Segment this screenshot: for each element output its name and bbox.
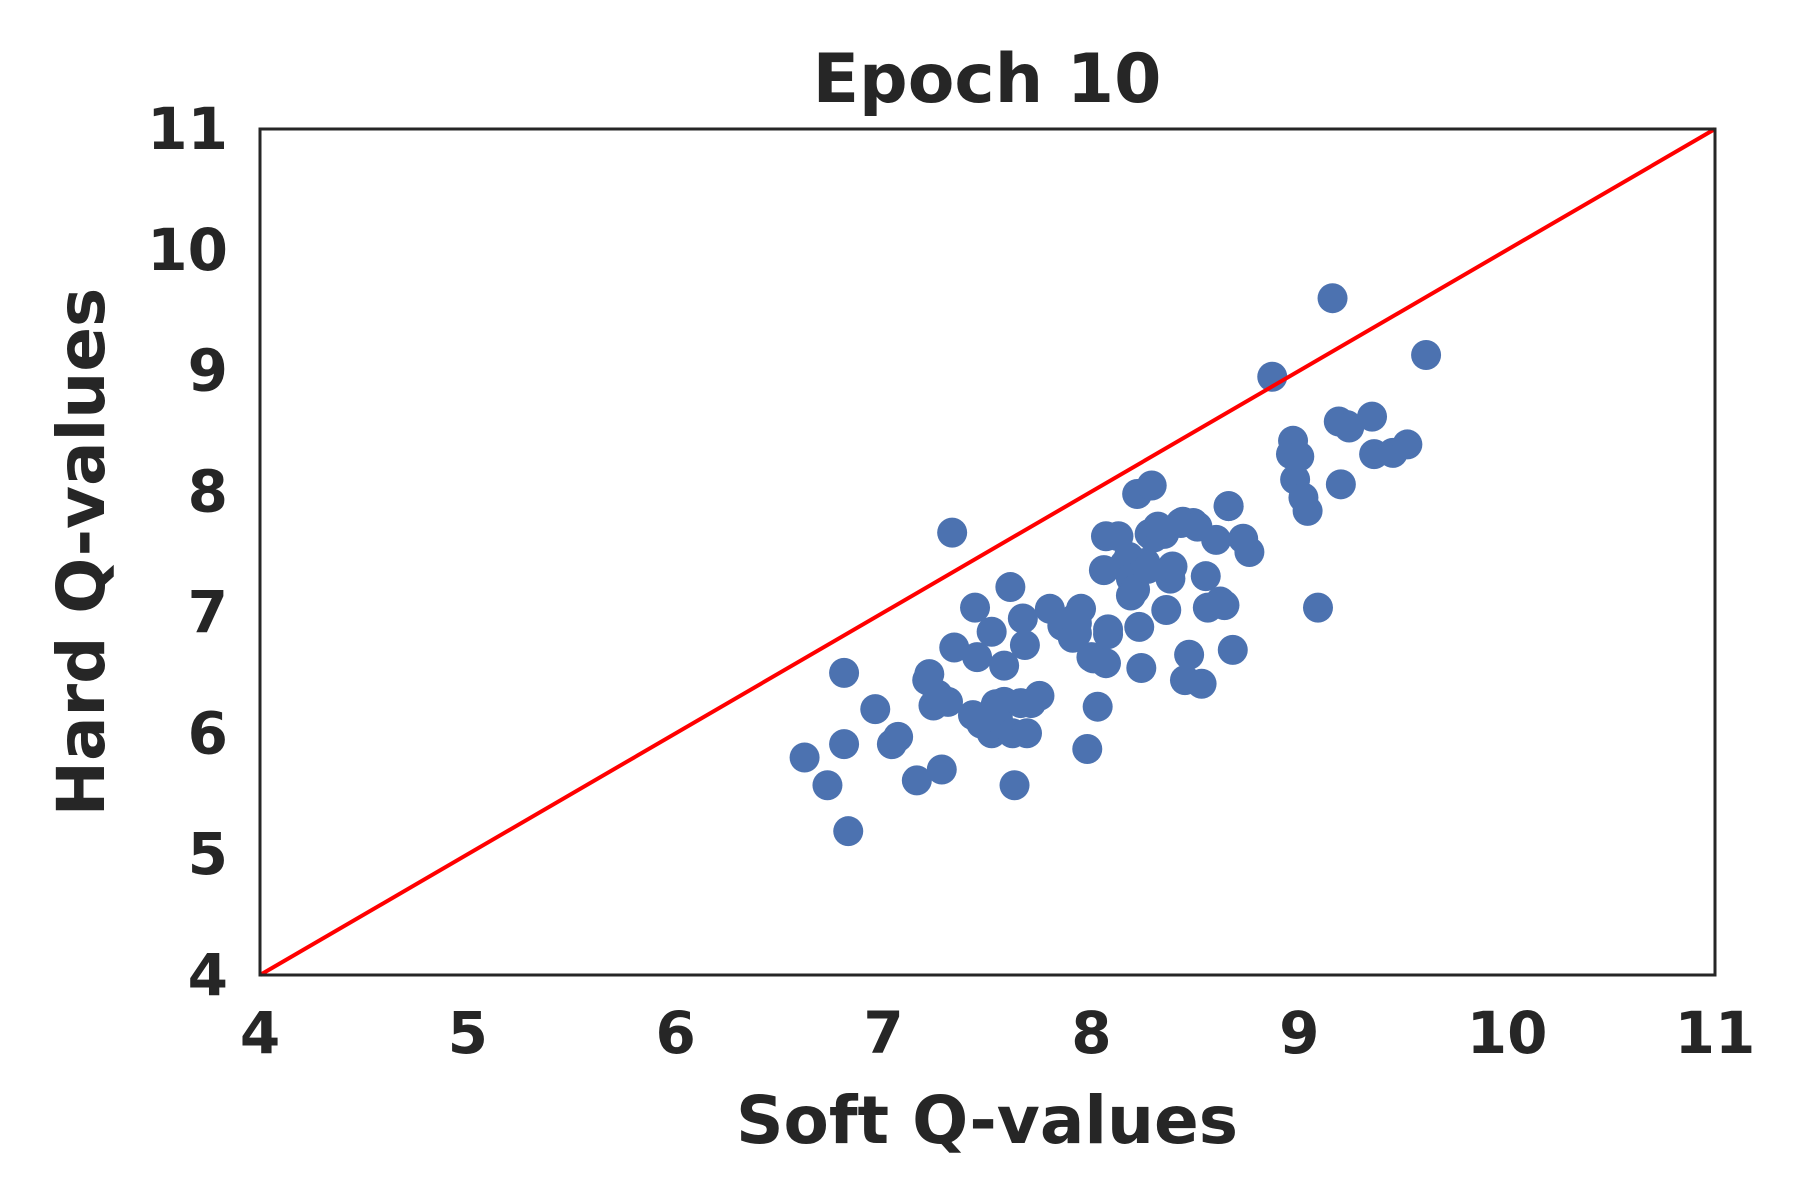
- y-tick-labels: 4 5 6 7 8 9 10 11: [147, 95, 228, 1009]
- scatter-point: [989, 650, 1020, 681]
- scatter-point: [1126, 653, 1157, 684]
- y-tick-label: 5: [188, 820, 228, 888]
- y-tick-label: 9: [188, 337, 228, 405]
- scatter-point: [1066, 593, 1097, 624]
- scatter-point: [939, 632, 970, 663]
- plot-frame: [258, 127, 1717, 977]
- x-tick-label: 10: [1467, 999, 1548, 1067]
- scatter-point: [829, 729, 860, 760]
- scatter-point: [829, 657, 860, 688]
- scatter-point: [860, 694, 891, 725]
- scatter-point: [883, 721, 914, 752]
- scatter-point: [995, 572, 1026, 603]
- x-tick-label: 11: [1675, 999, 1756, 1067]
- scatter-point: [1302, 592, 1333, 623]
- x-tick-label: 9: [1279, 999, 1319, 1067]
- scatter-point: [1009, 630, 1040, 661]
- x-tick-label: 4: [240, 999, 280, 1067]
- scatter-point: [1072, 733, 1103, 764]
- y-tick-label: 4: [188, 941, 228, 1009]
- scatter-point: [901, 765, 932, 796]
- scatter-point: [1392, 429, 1423, 460]
- scatter-point: [1317, 283, 1348, 314]
- scatter-point: [1292, 495, 1323, 526]
- x-tick-label: 6: [656, 999, 696, 1067]
- y-axis-label: Hard Q-values: [43, 288, 120, 816]
- scatter-point: [1234, 537, 1265, 567]
- scatter-point: [1411, 340, 1442, 371]
- scatter-point: [833, 816, 864, 847]
- scatter-point: [1093, 619, 1124, 650]
- y-tick-label: 6: [188, 699, 228, 767]
- y-tick-label: 11: [147, 95, 228, 163]
- y-tick-label: 7: [188, 578, 228, 646]
- scatter-points: [789, 283, 1442, 847]
- scatter-point: [1325, 469, 1356, 500]
- scatter-point: [933, 686, 964, 717]
- x-tick-label: 5: [448, 999, 488, 1067]
- x-tick-labels: 4 5 6 7 8 9 10 11: [240, 999, 1756, 1067]
- scatter-point: [1174, 639, 1205, 670]
- scatter-point: [1334, 412, 1365, 443]
- scatter-point: [962, 642, 993, 673]
- scatter-point: [1151, 595, 1182, 626]
- scatter-point: [1213, 491, 1244, 522]
- y-tick-label: 8: [188, 458, 228, 526]
- x-tick-label: 7: [863, 999, 903, 1067]
- scatter-point: [812, 770, 843, 801]
- scatter-point: [1186, 668, 1217, 699]
- scatter-point: [1217, 634, 1248, 665]
- y-tick-label: 10: [147, 216, 228, 284]
- scatter-point: [1124, 611, 1155, 642]
- scatter-point: [999, 770, 1030, 801]
- scatter-point: [1136, 470, 1167, 501]
- scatter-point: [1132, 553, 1163, 584]
- scatter-point: [926, 754, 957, 785]
- scatter-point: [1190, 561, 1221, 592]
- x-axis-label: Soft Q-values: [736, 1082, 1238, 1159]
- scatter-point: [1024, 680, 1055, 711]
- scatter-point: [960, 592, 991, 623]
- scatter-point: [1357, 401, 1388, 432]
- chart-title: Epoch 10: [813, 40, 1162, 119]
- scatter-point: [1082, 691, 1113, 722]
- scatter-point: [1157, 551, 1188, 582]
- scatter-point: [1090, 648, 1121, 679]
- scatter-point: [1284, 441, 1315, 472]
- scatter-point: [789, 742, 820, 773]
- scatter-point: [1209, 590, 1240, 621]
- x-tick-label: 8: [1071, 999, 1111, 1067]
- scatter-point: [937, 517, 968, 548]
- scatter-point: [976, 616, 1007, 647]
- scatter-point: [1011, 718, 1042, 749]
- reference-line: [258, 127, 1717, 977]
- scatter-point: [1201, 524, 1232, 555]
- scatter-point: [1007, 603, 1038, 634]
